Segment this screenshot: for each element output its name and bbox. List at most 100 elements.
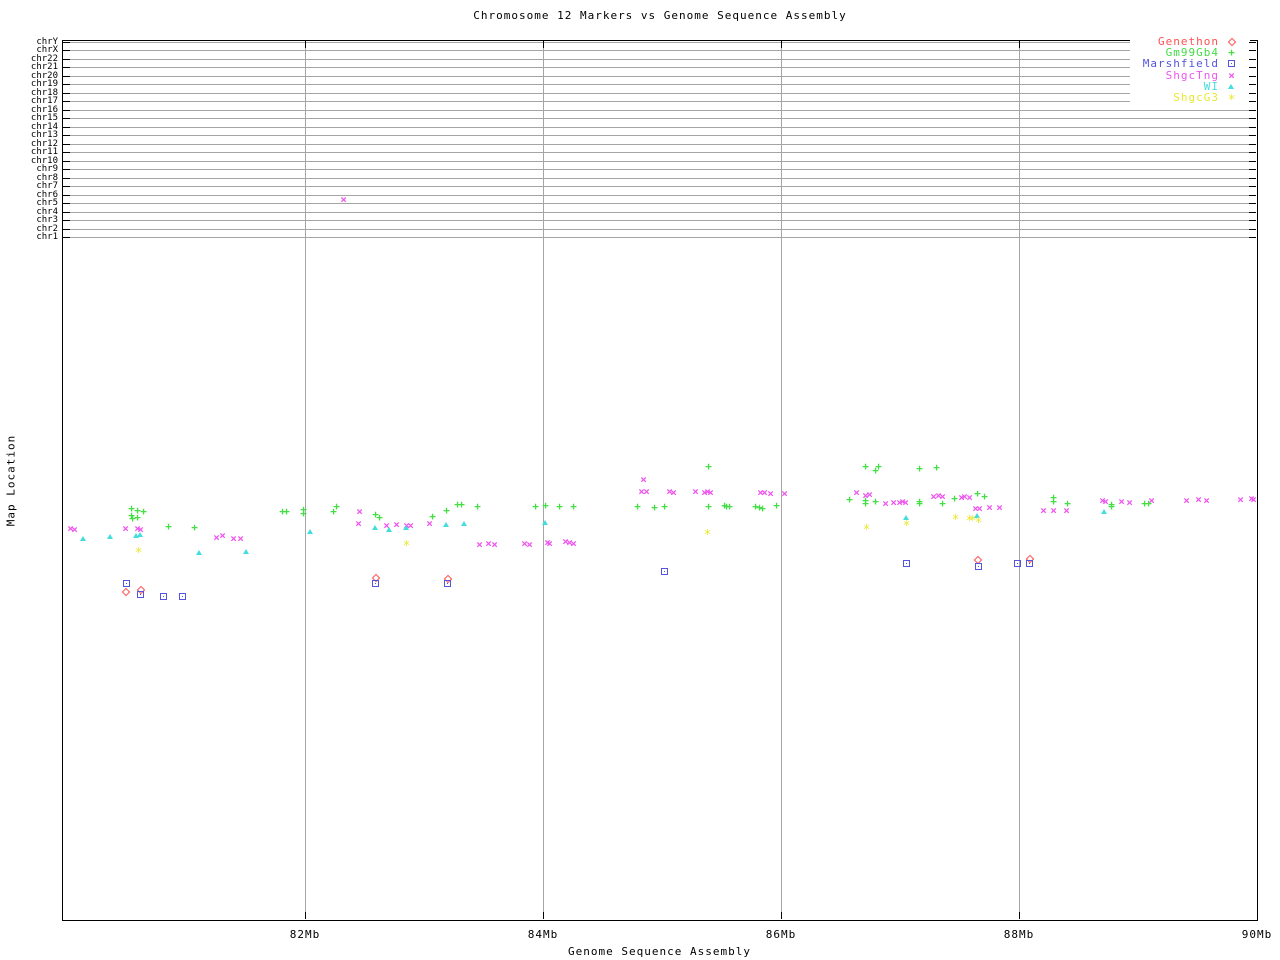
data-point-gm99gb4: + (1145, 497, 1152, 510)
data-point-shgctng: × (67, 522, 74, 535)
y-tick-left (63, 118, 70, 119)
data-point-shgctng: × (1237, 493, 1244, 506)
y-tick-left (63, 135, 70, 136)
data-point-shgctng: × (122, 522, 129, 535)
x-tick-bottom (781, 912, 782, 919)
data-point-gm99gb4: + (129, 512, 136, 525)
y-gridline (63, 212, 1256, 213)
data-point-wi (442, 520, 451, 529)
data-point-marshfield (178, 592, 187, 601)
data-point-marshfield (660, 567, 669, 576)
y-gridline (63, 84, 1256, 85)
data-point-shgcg3: * (965, 514, 974, 529)
legend-item-genethon: Genethon (1130, 35, 1250, 48)
y-tick-label: chr13 (30, 130, 58, 140)
x-tick-bottom (305, 912, 306, 919)
y-tick-label: chr12 (30, 139, 58, 149)
y-tick-label: chr10 (30, 156, 58, 166)
data-point-shgcg3: * (134, 546, 143, 561)
x-tick-label: 88Mb (1003, 928, 1035, 941)
y-tick-right (1249, 229, 1256, 230)
data-point-shgctng: × (930, 490, 937, 503)
data-point-shgctng: × (485, 537, 492, 550)
data-point-marshfield (974, 562, 983, 571)
data-point-gm99gb4: + (1108, 500, 1115, 513)
data-point-gm99gb4: + (846, 493, 853, 506)
y-tick-right (1249, 135, 1256, 136)
y-tick-left (63, 50, 70, 51)
y-gridline (63, 229, 1256, 230)
data-point-gm99gb4: + (916, 462, 923, 475)
data-point-shgctng: × (890, 496, 897, 509)
data-point-shgctng: × (426, 517, 433, 530)
data-point-marshfield (136, 590, 145, 599)
y-tick-left (63, 42, 70, 43)
y-tick-right (1249, 212, 1256, 213)
data-point-wi (371, 523, 380, 532)
triangle-marker-icon (1227, 82, 1236, 91)
x-marker-icon: × (1228, 68, 1235, 82)
data-point-wi (306, 527, 315, 536)
y-tick-left (63, 101, 70, 102)
data-point-shgctng: × (566, 536, 573, 549)
data-point-wi (136, 530, 145, 539)
data-point-gm99gb4: + (773, 499, 780, 512)
y-tick-left (63, 127, 70, 128)
data-point-shgctng: × (237, 532, 244, 545)
data-point-gm99gb4: + (705, 460, 712, 473)
y-tick-left (63, 76, 70, 77)
data-point-shgctng: × (692, 485, 699, 498)
data-point-shgctng: × (230, 532, 237, 545)
data-point-wi (1100, 507, 1109, 516)
data-point-gm99gb4: + (1141, 497, 1148, 510)
data-point-wi (195, 548, 204, 557)
y-tick-label: chr14 (30, 122, 58, 132)
data-point-shgcg3: * (951, 513, 960, 528)
y-tick-left (63, 169, 70, 170)
y-tick-label: chr17 (30, 96, 58, 106)
data-point-wi (106, 532, 115, 541)
y-tick-right (1249, 76, 1256, 77)
data-point-shgctng: × (1250, 493, 1257, 506)
x-gridline (305, 41, 306, 919)
data-point-marshfield (159, 592, 168, 601)
x-gridline (543, 41, 544, 919)
y-tick-left (63, 237, 70, 238)
x-tick-label: 82Mb (289, 928, 321, 941)
data-point-gm99gb4: + (651, 501, 658, 514)
y-tick-label: chr5 (36, 198, 58, 208)
data-point-gm99gb4: + (191, 521, 198, 534)
y-tick-right (1249, 144, 1256, 145)
y-gridline (63, 118, 1256, 119)
data-point-shgcg3: * (968, 514, 977, 529)
data-point-shgctng: × (356, 505, 363, 518)
y-tick-label: chr16 (30, 105, 58, 115)
legend-label: ShgcTng (1165, 68, 1219, 82)
y-tick-left (63, 152, 70, 153)
y-gridline (63, 76, 1256, 77)
data-point-gm99gb4: + (634, 500, 641, 513)
y-tick-label: chr19 (30, 79, 58, 89)
y-tick-label: chr15 (30, 113, 58, 123)
y-tick-left (63, 144, 70, 145)
data-point-shgctng: × (643, 485, 650, 498)
y-tick-label: chr3 (36, 215, 58, 225)
data-point-gm99gb4: + (140, 505, 147, 518)
data-point-gm99gb4: + (721, 499, 728, 512)
data-point-gm99gb4: + (752, 500, 759, 513)
data-point-shgctng: × (899, 495, 906, 508)
data-point-gm99gb4: + (556, 500, 563, 513)
data-point-shgctng: × (383, 519, 390, 532)
data-point-gm99gb4: + (916, 495, 923, 508)
y-gridline (63, 203, 1256, 204)
x-gridline (781, 41, 782, 919)
y-gridline (63, 59, 1256, 60)
data-point-shgctng: × (972, 502, 979, 515)
y-tick-left (63, 186, 70, 187)
data-point-shgctng: × (1063, 504, 1070, 517)
data-point-marshfield (902, 559, 911, 568)
y-tick-left (63, 229, 70, 230)
y-tick-right (1249, 220, 1256, 221)
data-point-shgctng: × (701, 486, 708, 499)
star-marker-icon: * (1227, 92, 1236, 108)
